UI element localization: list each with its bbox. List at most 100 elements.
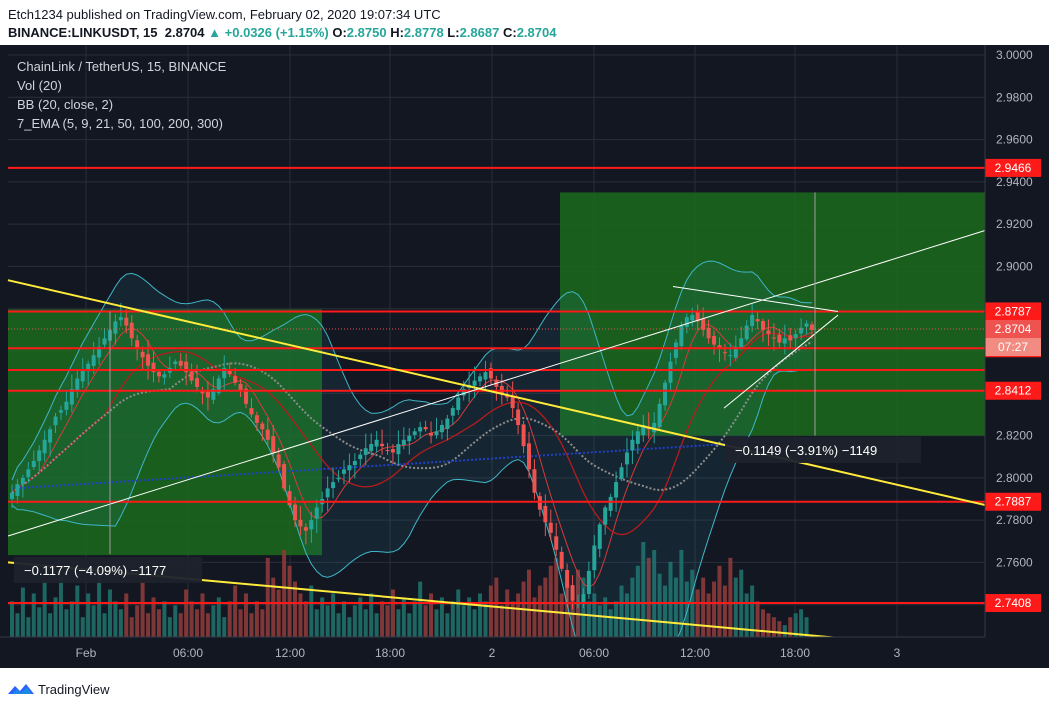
candle-body: [537, 496, 542, 510]
volume-bar: [630, 577, 635, 637]
time-axis-tick: 06:00: [579, 646, 609, 660]
price-axis-tick: 2.9400: [996, 175, 1033, 189]
candle-body: [641, 425, 646, 436]
price-axis-tick: 2.8200: [996, 429, 1033, 443]
countdown-tag: [985, 338, 1041, 357]
candle-body: [374, 439, 379, 447]
volume-bar: [586, 601, 591, 637]
candle-body: [673, 342, 678, 358]
volume-bar: [200, 593, 205, 637]
tradingview-footer[interactable]: TradingView: [8, 678, 110, 700]
volume-bar: [782, 625, 787, 637]
volume-bar: [91, 605, 96, 637]
candle-body: [608, 496, 613, 511]
volume-bar: [505, 589, 510, 637]
low-value: 2.8687: [459, 25, 500, 40]
candle-body: [396, 444, 401, 455]
candle-body: [450, 408, 455, 416]
published-line: Etch1234 published on TradingView.com, F…: [8, 7, 441, 22]
volume-bar: [58, 577, 63, 637]
price-chart[interactable]: −0.1149 (−3.91%) −1149 −0.1177 (−4.09%) −…: [0, 45, 1049, 668]
measure-label-left: −0.1177 (−4.09%) −1177: [24, 563, 166, 578]
candle-body: [276, 454, 281, 468]
volume-bar: [706, 593, 711, 637]
volume-bar: [97, 573, 102, 637]
volume-bar: [472, 609, 477, 637]
candle-body: [86, 363, 91, 372]
candle-body: [782, 338, 787, 344]
chart-area[interactable]: −0.1149 (−3.91%) −1149 −0.1177 (−4.09%) −…: [0, 45, 1049, 668]
candle-body: [733, 346, 738, 358]
candle-body: [461, 389, 466, 396]
triangle-lower-line: [723, 314, 839, 409]
candle-body: [510, 395, 515, 409]
symbol[interactable]: BINANCE:LINKUSDT, 15: [8, 25, 158, 40]
price-axis-tick: 2.7600: [996, 555, 1033, 569]
candle-body: [728, 355, 733, 357]
candle-body: [597, 524, 602, 549]
candle-body: [91, 355, 96, 366]
candle-body: [630, 439, 635, 451]
measure-label-right: −0.1149 (−3.91%) −1149: [735, 443, 877, 458]
volume-bar: [86, 593, 91, 637]
candle-body: [325, 488, 330, 498]
candle-body: [761, 320, 766, 330]
volume-bar: [195, 609, 200, 637]
candle-body: [260, 423, 265, 430]
level-price-label: 2.7887: [995, 495, 1032, 509]
candle-body: [527, 443, 532, 470]
candle-body: [58, 410, 63, 413]
close-label: C:: [502, 25, 517, 40]
candle-body: [331, 482, 336, 489]
volume-bar: [341, 601, 346, 637]
volume-bar: [216, 597, 221, 637]
high-value: 2.8778: [403, 25, 444, 40]
up-triangle-icon: ▲: [208, 25, 222, 40]
candle-body: [222, 367, 227, 379]
volume-bar: [146, 613, 151, 637]
volume-bar: [42, 581, 47, 637]
bollinger-upper: [11, 260, 812, 481]
volume-bar: [728, 557, 733, 637]
volume-bar: [31, 593, 36, 637]
candle-body: [788, 335, 793, 341]
volume-bar: [401, 597, 406, 637]
candle-body: [380, 443, 385, 447]
volume-bar: [548, 565, 553, 637]
candle-body: [314, 507, 319, 519]
candle-body: [151, 362, 156, 373]
price-axis-tick: 2.7800: [996, 513, 1033, 527]
level-price-tag: [985, 381, 1041, 400]
volume-bar: [614, 601, 619, 637]
candle-body: [554, 536, 559, 550]
volume-bar: [233, 585, 238, 637]
measure-box-left: [14, 557, 202, 583]
candle-body: [488, 368, 493, 379]
volume-bar: [467, 597, 472, 637]
volume-bar: [717, 565, 722, 637]
volume-bar: [113, 601, 118, 637]
price-axis-tick: 2.9800: [996, 90, 1033, 104]
time-axis-tick: 2: [489, 646, 496, 660]
volume-bar: [695, 589, 700, 637]
volume-bar: [429, 593, 434, 637]
volume-bar: [189, 601, 194, 637]
volume-bar: [673, 577, 678, 637]
candle-body: [439, 425, 444, 433]
volume-bar: [390, 589, 395, 637]
volume-bar: [135, 605, 140, 637]
volume-bar: [129, 617, 134, 637]
volume-bar: [423, 605, 428, 637]
volume-bar: [804, 617, 809, 637]
candle-body: [456, 397, 461, 410]
candle-body: [744, 325, 749, 340]
volume-bar: [331, 593, 336, 637]
level-price-tag: [985, 158, 1041, 177]
volume-bar: [254, 601, 259, 637]
candle-body: [516, 409, 521, 425]
candle-body: [712, 335, 717, 345]
volume-bar: [374, 613, 379, 637]
volume-bar: [292, 581, 297, 637]
candle-body: [10, 492, 14, 499]
candle-body: [429, 432, 434, 436]
